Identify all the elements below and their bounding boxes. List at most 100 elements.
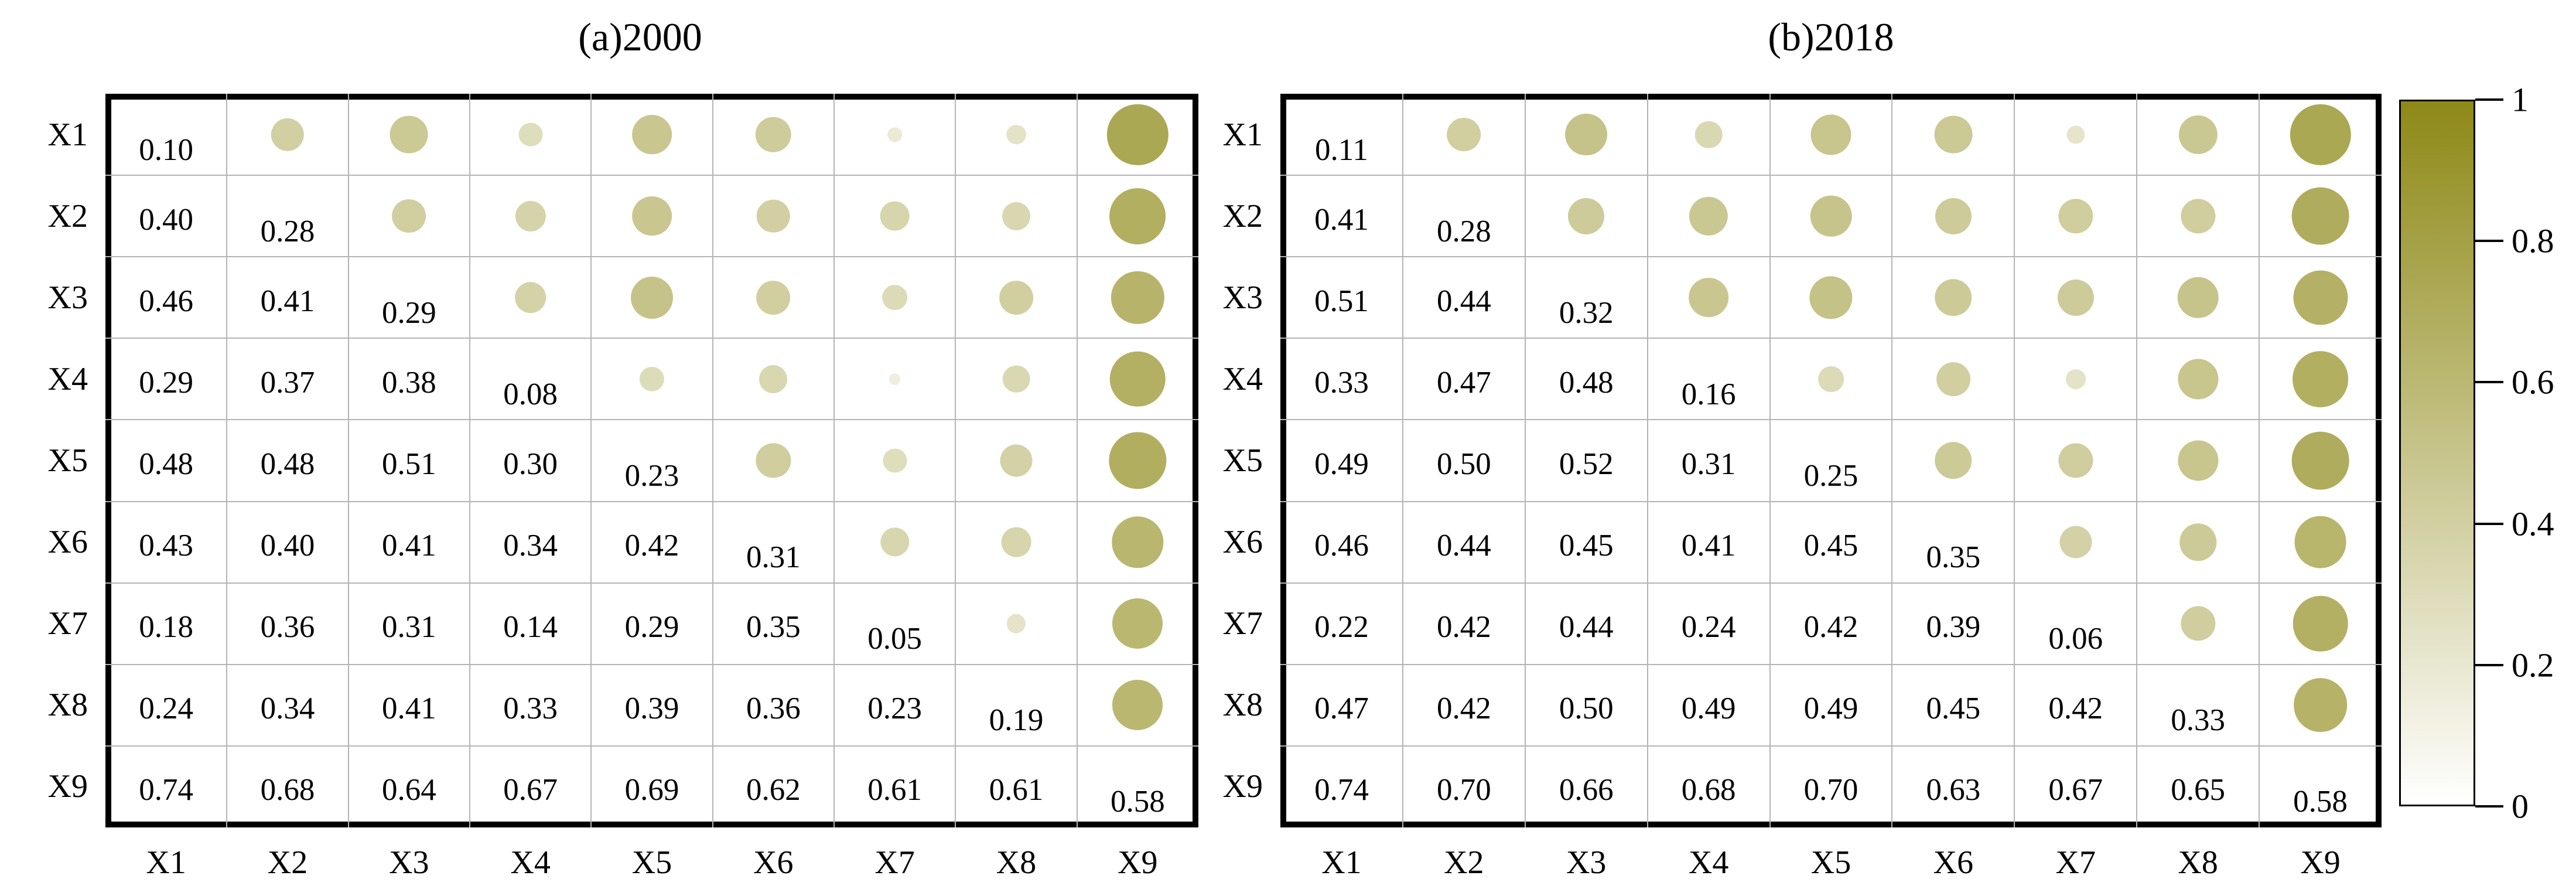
cell-value: 0.66	[1559, 773, 1614, 808]
corr-bubble	[1109, 188, 1166, 244]
cell-value: 0.74	[1314, 773, 1369, 808]
corr-bubble	[1935, 279, 1972, 316]
cell-value: 0.05	[867, 622, 923, 656]
row-label: X4	[47, 360, 88, 397]
corr-bubble	[2293, 678, 2348, 733]
colorbar-tick	[2475, 805, 2503, 808]
gridline-vertical	[955, 94, 956, 827]
colorbar-tick	[2475, 663, 2503, 666]
corr-bubble	[1934, 115, 1973, 154]
cell-value: 0.23	[624, 459, 679, 493]
cell-value: 0.39	[624, 691, 679, 726]
cell-value: 0.29	[624, 610, 679, 645]
cell-value: 0.58	[2293, 785, 2348, 819]
cell-value: 0.24	[1681, 610, 1736, 645]
corr-bubble	[2058, 443, 2093, 478]
gridline-horizontal	[105, 663, 1198, 665]
corr-bubble	[1565, 113, 1608, 156]
corr-bubble	[2294, 516, 2346, 568]
gridline-vertical	[469, 94, 470, 827]
gridline-vertical	[712, 94, 713, 827]
corr-bubble	[518, 122, 543, 147]
gridline-horizontal	[105, 419, 1198, 421]
cell-value: 0.16	[1681, 377, 1736, 411]
cell-value: 0.33	[1314, 365, 1369, 400]
corr-bubble	[2179, 523, 2217, 561]
corr-bubble	[2059, 526, 2092, 558]
corr-bubble	[1447, 117, 1481, 152]
row-label: X2	[47, 197, 88, 234]
col-label: X3	[1566, 844, 1607, 881]
cell-value: 0.46	[1314, 529, 1369, 563]
corr-bubble	[1002, 202, 1030, 230]
row-label: X2	[1222, 197, 1263, 234]
cell-value: 0.34	[260, 691, 315, 726]
cell-value: 0.31	[381, 610, 436, 645]
corr-bubble	[1110, 351, 1166, 407]
gridline-horizontal	[1280, 500, 2382, 502]
corr-bubble	[1818, 366, 1844, 392]
corr-bubble	[2291, 431, 2349, 490]
gridline-vertical	[833, 94, 835, 827]
cell-value: 0.35	[1926, 540, 1981, 575]
gridline-vertical	[2014, 94, 2015, 827]
cell-value: 0.70	[1436, 773, 1491, 808]
cell-value: 0.43	[139, 529, 194, 563]
corr-bubble	[756, 117, 791, 152]
col-label: X9	[2300, 844, 2341, 881]
corr-bubble	[1001, 527, 1031, 557]
cell-value: 0.44	[1436, 529, 1491, 563]
corr-bubble	[1689, 196, 1728, 236]
corr-bubble	[880, 527, 910, 557]
cell-value: 0.24	[139, 691, 194, 726]
cell-value: 0.36	[746, 691, 801, 726]
corr-bubble	[882, 284, 908, 311]
gridline-horizontal	[1280, 745, 2382, 747]
col-label: X6	[1933, 844, 1974, 881]
cell-value: 0.67	[2048, 773, 2103, 808]
cell-value: 0.47	[1436, 365, 1491, 400]
colorbar-gradient	[2399, 100, 2475, 806]
corr-bubble	[1935, 197, 1972, 234]
col-label: X5	[1810, 844, 1851, 881]
cell-value: 0.47	[1314, 691, 1369, 726]
corr-bubble	[1000, 444, 1033, 477]
gridline-vertical	[1076, 94, 1078, 827]
row-label: X3	[47, 279, 88, 316]
col-label: X2	[1444, 844, 1484, 881]
corr-bubble	[1002, 365, 1030, 393]
col-label: X8	[2178, 844, 2218, 881]
cell-value: 0.34	[503, 529, 558, 563]
corr-bubble	[1107, 104, 1169, 165]
gridline-vertical	[2136, 94, 2138, 827]
corr-bubble	[2057, 279, 2094, 316]
cell-value: 0.50	[1436, 447, 1491, 481]
cell-value: 0.52	[1559, 447, 1614, 481]
col-label: X2	[267, 844, 308, 881]
panel-b-title: (b)2018	[1768, 15, 1894, 59]
corr-bubble	[1006, 614, 1026, 633]
colorbar-tick-label: 1	[2512, 80, 2529, 119]
cell-value: 0.65	[2171, 773, 2226, 808]
corr-bubble	[1112, 680, 1163, 731]
corr-bubble	[1936, 362, 1970, 396]
cell-value: 0.31	[746, 540, 801, 575]
cell-value: 0.22	[1314, 610, 1369, 645]
corr-bubble	[887, 127, 903, 142]
corr-bubble	[1109, 432, 1166, 489]
cell-value: 0.48	[139, 447, 194, 481]
corr-bubble	[2290, 104, 2351, 165]
gridline-horizontal	[1280, 663, 2382, 665]
corr-bubble	[1809, 276, 1853, 319]
gridline-vertical	[1646, 94, 1648, 827]
corr-bubble	[390, 115, 428, 154]
row-label: X7	[47, 605, 88, 642]
gridline-horizontal	[1280, 582, 2382, 584]
corr-bubble	[2058, 199, 2093, 234]
gridline-horizontal	[105, 256, 1198, 258]
col-label: X5	[631, 844, 672, 881]
cell-value: 0.14	[503, 610, 558, 645]
cell-value: 0.45	[1559, 529, 1614, 563]
corr-bubble	[2177, 277, 2219, 319]
